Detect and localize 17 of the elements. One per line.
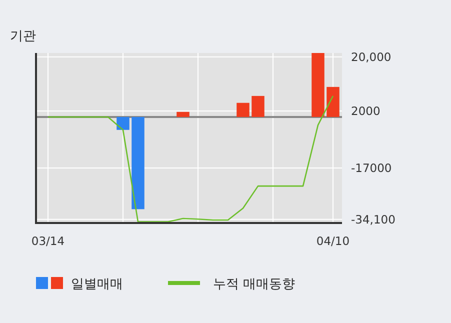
line-series <box>47 95 334 222</box>
bar <box>252 96 264 117</box>
legend-label: 일별매매 <box>71 277 123 292</box>
bar <box>236 102 250 117</box>
bar <box>312 53 324 117</box>
bar <box>132 116 144 210</box>
y-tick-label: -17000 <box>351 161 392 176</box>
x-tick-label: 03/14 <box>31 234 65 248</box>
x-tick-label: 04/10 <box>316 234 350 248</box>
bar <box>116 116 130 130</box>
chart-title: 기관 <box>10 29 36 44</box>
y-tick-label: 20,000 <box>351 50 392 64</box>
y-tick-label: -34,100 <box>351 212 396 226</box>
legend-label: 누적 매매동향 <box>213 277 296 292</box>
bar <box>176 112 190 117</box>
bar <box>326 86 340 117</box>
y-tick-label: 2000 <box>351 104 380 118</box>
